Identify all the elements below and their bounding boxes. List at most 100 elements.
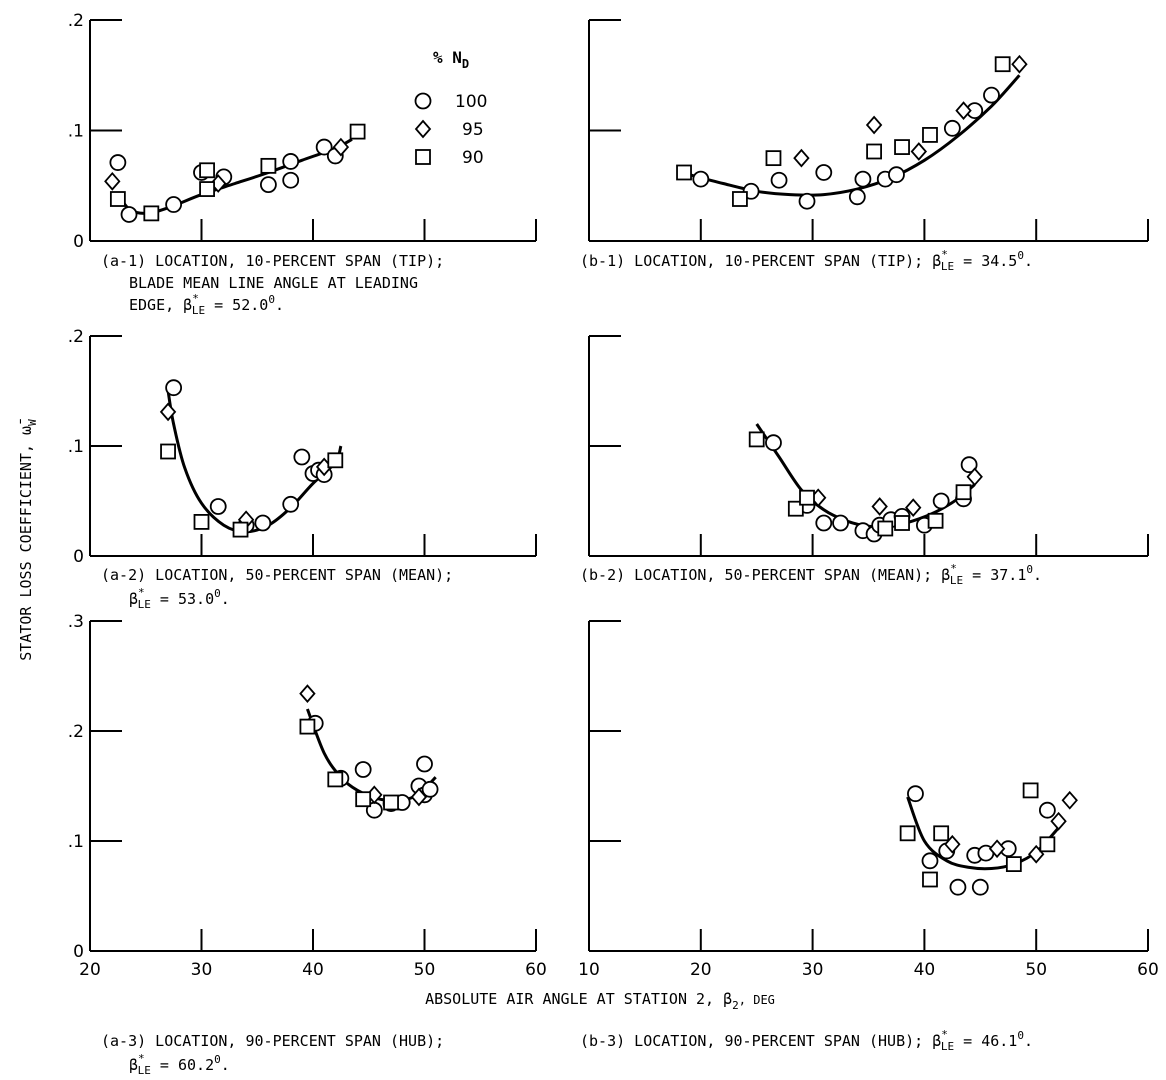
data-point-diamond	[104, 171, 121, 191]
panel-a2: 0 .1 .2	[68, 327, 537, 567]
legend-marker-circle	[414, 92, 432, 110]
data-point-diamond	[1050, 811, 1067, 831]
data-point-square	[676, 164, 692, 181]
data-point-circle	[983, 86, 1000, 104]
data-point-circle	[416, 755, 433, 773]
data-point-square	[199, 162, 215, 179]
data-point-circle	[798, 192, 816, 210]
data-point-square	[193, 514, 210, 530]
panel-b1	[588, 19, 1149, 242]
data-point-square	[748, 431, 765, 448]
data-point-diamond	[910, 142, 928, 161]
data-point-square	[327, 452, 344, 469]
data-point-circle	[209, 498, 227, 515]
data-point-square	[1022, 782, 1039, 799]
data-point-circle	[293, 448, 311, 466]
x-tick-label: 50	[414, 960, 436, 980]
legend-label-100: 100	[455, 92, 487, 112]
data-point-circle	[832, 514, 849, 532]
x-tick-label: 30	[802, 960, 824, 980]
x-tick-label: 20	[690, 960, 712, 980]
data-point-diamond	[1061, 790, 1078, 810]
data-point-diamond	[988, 839, 1006, 859]
data-point-diamond	[299, 684, 316, 703]
data-point-square	[866, 143, 882, 160]
x-tick-label: 60	[1137, 960, 1159, 980]
svg-text:(a-1) LOCATION, 10-PERCENT SPA: (a-1) LOCATION, 10-PERCENT SPAN (TIP);	[101, 252, 444, 270]
y-tick-label: 0	[73, 942, 84, 962]
data-point-circle	[765, 434, 782, 452]
y-tick-label: 0	[73, 232, 84, 252]
data-point-square	[1005, 856, 1022, 872]
data-point-circle	[282, 171, 300, 189]
caption-b3: (b-3) LOCATION, 90-PERCENT SPAN (HUB); β…	[580, 1028, 1033, 1053]
data-point-circle	[932, 492, 950, 510]
data-point-square	[327, 771, 344, 788]
data-point-diamond	[159, 402, 177, 422]
caption-a2: (a-2) LOCATION, 50-PERCENT SPAN (MEAN); …	[101, 566, 453, 611]
data-point-square	[109, 191, 126, 207]
data-point-circle	[421, 780, 439, 798]
data-point-square	[765, 150, 782, 167]
data-point-circle	[109, 154, 127, 171]
panel-b3: 10 20 30 40 50 60	[578, 620, 1159, 980]
data-point-square	[732, 191, 748, 207]
data-point-circle	[315, 138, 333, 156]
data-point-diamond	[332, 137, 350, 157]
legend-label-95: 95	[462, 120, 484, 140]
data-point-circle	[854, 170, 872, 188]
data-point-diamond	[871, 497, 888, 516]
x-tick-label: 20	[79, 960, 101, 980]
data-point-circle	[770, 171, 788, 189]
data-point-circle	[921, 852, 939, 870]
data-point-diamond	[793, 148, 810, 168]
svg-text:(a-3) LOCATION, 90-PERCENT SPA: (a-3) LOCATION, 90-PERCENT SPAN (HUB);	[101, 1032, 444, 1050]
caption-a3: (a-3) LOCATION, 90-PERCENT SPAN (HUB); β…	[101, 1032, 444, 1077]
data-point-square	[927, 512, 944, 529]
legend-marker-square	[415, 149, 431, 165]
data-point-square	[994, 56, 1011, 73]
data-point-circle	[943, 119, 961, 137]
data-point-circle	[165, 196, 183, 213]
data-point-circle	[1038, 801, 1056, 819]
data-point-square	[1039, 836, 1056, 853]
data-point-diamond	[865, 115, 883, 135]
y-tick-label: .2	[68, 722, 84, 742]
data-point-diamond	[905, 498, 922, 517]
y-tick-label: .1	[68, 437, 84, 457]
panel-a3: 0 .1 .2 .3 20 30 40 50 60	[68, 612, 547, 980]
data-point-circle	[949, 878, 967, 896]
fit-curve	[689, 74, 1021, 197]
y-tick-label: .2	[68, 327, 84, 347]
data-point-diamond	[955, 101, 972, 120]
data-point-diamond	[410, 787, 428, 807]
svg-text:(b-3) LOCATION, 90-PERCENT SPA: (b-3) LOCATION, 90-PERCENT SPAN (HUB); β…	[580, 1028, 1033, 1053]
y-tick-label: .1	[68, 832, 84, 852]
fit-curve	[166, 390, 343, 534]
data-point-diamond	[1011, 54, 1028, 74]
data-point-diamond	[966, 467, 983, 487]
data-point-circle	[692, 170, 710, 188]
data-point-circle	[282, 495, 300, 513]
data-point-circle	[907, 785, 924, 803]
legend: % ND 100 95 90	[414, 48, 487, 168]
data-point-square	[349, 123, 366, 140]
y-tick-label: .3	[68, 612, 84, 632]
data-point-square	[894, 515, 910, 531]
data-point-square	[899, 825, 916, 842]
data-point-circle	[354, 761, 372, 778]
svg-text:(b-1) LOCATION, 10-PERCENT SPA: (b-1) LOCATION, 10-PERCENT SPAN (TIP); β…	[580, 248, 1033, 273]
data-point-circle	[888, 166, 905, 184]
data-point-square	[383, 794, 399, 811]
x-axis-label: ABSOLUTE AIR ANGLE AT STATION 2, β2, DEG	[425, 990, 775, 1012]
svg-text:BLADE MEAN LINE ANGLE AT LEADI: BLADE MEAN LINE ANGLE AT LEADING	[129, 274, 418, 292]
data-point-square	[260, 157, 277, 174]
y-tick-label: 0	[73, 547, 84, 567]
data-point-square	[955, 484, 972, 501]
data-point-circle	[960, 456, 978, 474]
panel-b2	[588, 335, 1149, 557]
x-tick-label: 60	[525, 960, 547, 980]
svg-text:(b-2) LOCATION, 50-PERCENT SPA: (b-2) LOCATION, 50-PERCENT SPAN (MEAN); …	[580, 562, 1042, 587]
svg-text:β*LE = 53.00.: β* LE = 53.00.	[129, 586, 230, 611]
